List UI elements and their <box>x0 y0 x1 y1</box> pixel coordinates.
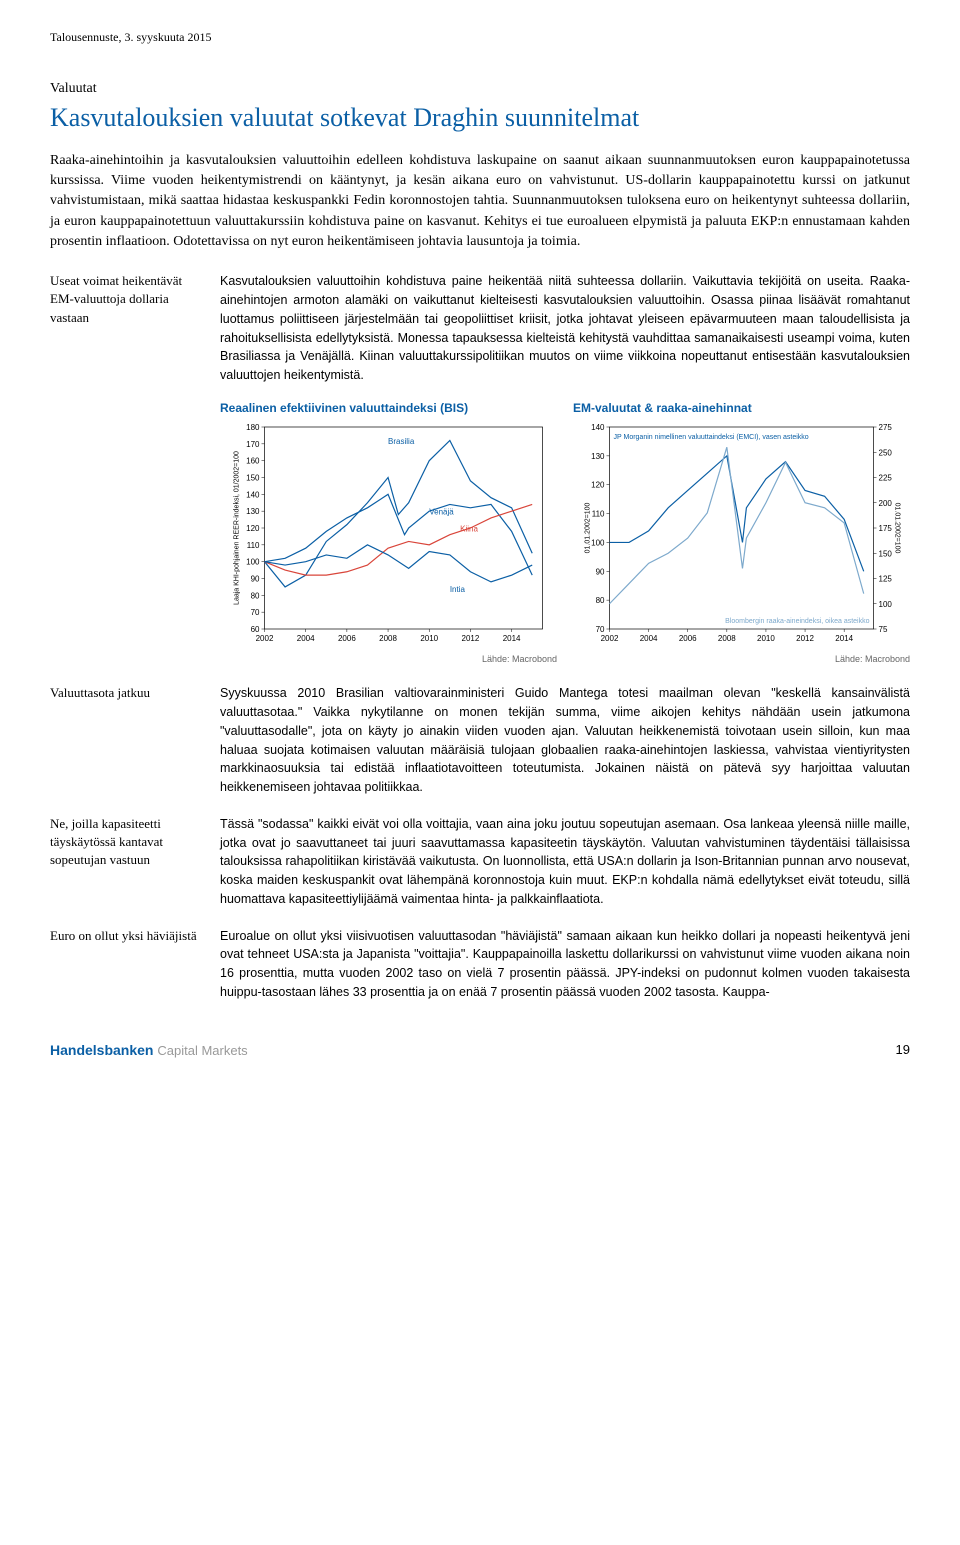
svg-text:JP Morganin nimellinen valuutt: JP Morganin nimellinen valuuttaindeksi (… <box>614 434 809 441</box>
svg-text:110: 110 <box>247 541 260 550</box>
footer-brand: Handelsbanken Capital Markets <box>50 1042 248 1058</box>
block-2: Ne, joilla kapasiteetti täyskäytössä kan… <box>50 815 910 909</box>
svg-text:170: 170 <box>246 440 260 449</box>
page-title: Kasvutalouksien valuutat sotkevat Draghi… <box>50 101 910 135</box>
chart-2: EM-valuutat & raaka-ainehinnat 70 80 90 100… <box>573 399 910 667</box>
svg-text:Laaja KHI-pohjainen REER-indek: Laaja KHI-pohjainen REER-indeksi, 01/200… <box>234 451 241 605</box>
svg-text:Intia: Intia <box>450 585 466 594</box>
svg-text:2014: 2014 <box>835 634 853 643</box>
svg-text:225: 225 <box>879 473 893 482</box>
svg-text:2004: 2004 <box>297 634 315 643</box>
svg-text:180: 180 <box>246 423 260 432</box>
svg-text:100: 100 <box>879 600 893 609</box>
svg-text:01.01.2002=100: 01.01.2002=100 <box>585 502 592 553</box>
chart-1-title: Reaalinen efektiivinen valuuttaindeksi (… <box>220 399 557 417</box>
svg-text:2002: 2002 <box>256 634 274 643</box>
svg-text:160: 160 <box>246 456 260 465</box>
svg-text:75: 75 <box>879 625 888 634</box>
svg-text:120: 120 <box>246 524 260 533</box>
svg-text:140: 140 <box>246 490 260 499</box>
svg-text:60: 60 <box>251 625 260 634</box>
block-3: Euro on ollut yksi häviäjistä Euroalue o… <box>50 927 910 1002</box>
svg-text:Bloombergin raaka-aineindeksi,: Bloombergin raaka-aineindeksi, oikea ast… <box>725 618 869 625</box>
svg-text:2012: 2012 <box>462 634 480 643</box>
svg-text:140: 140 <box>591 423 605 432</box>
svg-text:2014: 2014 <box>503 634 521 643</box>
svg-text:250: 250 <box>879 448 893 457</box>
chart-2-source: Lähde: Macrobond <box>573 653 910 667</box>
side-label-2: Ne, joilla kapasiteetti täyskäytössä kan… <box>50 815 200 909</box>
body-1: Syyskuussa 2010 Brasilian valtiovarainmi… <box>220 684 910 797</box>
svg-text:70: 70 <box>251 608 260 617</box>
svg-text:Brasilia: Brasilia <box>388 437 415 446</box>
svg-text:80: 80 <box>596 596 605 605</box>
side-label-1: Valuuttasota jatkuu <box>50 684 200 797</box>
svg-text:70: 70 <box>596 625 605 634</box>
block-0: Useat voimat heikentävät EM-valuuttoja d… <box>50 272 910 666</box>
svg-text:110: 110 <box>592 509 605 518</box>
svg-text:120: 120 <box>591 480 605 489</box>
svg-text:100: 100 <box>246 557 260 566</box>
footer: Handelsbanken Capital Markets 19 <box>50 1042 910 1058</box>
svg-text:Kiina: Kiina <box>460 524 478 533</box>
body-2: Tässä "sodassa" kaikki eivät voi olla vo… <box>220 815 910 909</box>
body-0-text: Kasvutalouksien valuuttoihin kohdistuva … <box>220 272 910 385</box>
body-0: Kasvutalouksien valuuttoihin kohdistuva … <box>220 272 910 666</box>
svg-text:130: 130 <box>246 507 260 516</box>
svg-text:100: 100 <box>591 538 605 547</box>
svg-text:01.01.2002=100: 01.01.2002=100 <box>894 502 901 553</box>
svg-text:175: 175 <box>879 524 893 533</box>
svg-text:200: 200 <box>879 499 893 508</box>
footer-brand-sub: Capital Markets <box>157 1043 247 1058</box>
svg-text:2004: 2004 <box>640 634 658 643</box>
chart-1-source: Lähde: Macrobond <box>220 653 557 667</box>
side-label-3: Euro on ollut yksi häviäjistä <box>50 927 200 1002</box>
svg-text:2006: 2006 <box>679 634 697 643</box>
side-label-0: Useat voimat heikentävät EM-valuuttoja d… <box>50 272 200 666</box>
svg-text:275: 275 <box>879 423 893 432</box>
body-3: Euroalue on ollut yksi viisivuotisen val… <box>220 927 910 1002</box>
svg-text:90: 90 <box>596 567 605 576</box>
svg-text:2008: 2008 <box>718 634 736 643</box>
svg-text:125: 125 <box>879 574 893 583</box>
footer-brand-name: Handelsbanken <box>50 1042 153 1058</box>
svg-text:150: 150 <box>246 473 260 482</box>
page-number: 19 <box>896 1042 910 1057</box>
svg-text:80: 80 <box>251 591 260 600</box>
svg-text:2008: 2008 <box>379 634 397 643</box>
chart-1: Reaalinen efektiivinen valuuttaindeksi (… <box>220 399 557 667</box>
svg-text:2010: 2010 <box>420 634 438 643</box>
svg-text:150: 150 <box>879 549 893 558</box>
lead-paragraph: Raaka-ainehintoihin ja kasvutalouksien v… <box>50 151 910 252</box>
svg-text:Venäjä: Venäjä <box>429 507 454 516</box>
chart-2-title: EM-valuutat & raaka-ainehinnat <box>573 399 910 417</box>
svg-text:2006: 2006 <box>338 634 356 643</box>
svg-text:2002: 2002 <box>601 634 619 643</box>
charts-row: Reaalinen efektiivinen valuuttaindeksi (… <box>220 399 910 667</box>
svg-text:2010: 2010 <box>757 634 775 643</box>
svg-text:130: 130 <box>591 452 605 461</box>
chart-2-canvas: 7080901001101201301407510012515017520022… <box>573 421 910 651</box>
chart-1-canvas: 60 70 80 90 100 110 120 130 140 150 160 170 180 2002 2… <box>220 421 557 651</box>
section-label: Valuutat <box>50 81 910 97</box>
svg-text:90: 90 <box>251 574 260 583</box>
block-1: Valuuttasota jatkuu Syyskuussa 2010 Bras… <box>50 684 910 797</box>
document-header: Talousennuste, 3. syyskuuta 2015 <box>50 30 910 45</box>
svg-text:2012: 2012 <box>796 634 814 643</box>
